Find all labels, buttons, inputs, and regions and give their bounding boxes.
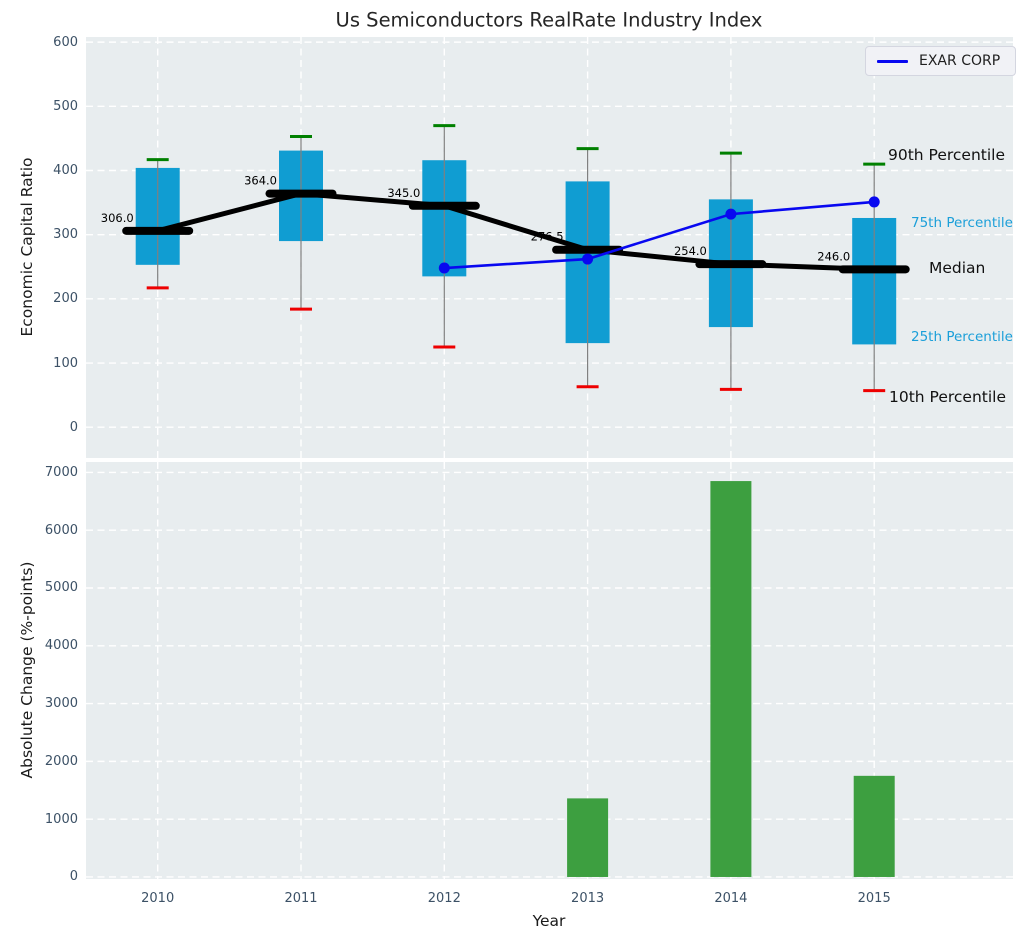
annotation-25th-percentile: 25th Percentile	[911, 328, 1013, 345]
median-value-label: 276.5	[531, 230, 564, 244]
x-tick-label: 2011	[284, 891, 318, 906]
legend-label: EXAR CORP	[919, 53, 1001, 69]
y-tick-label: 300	[53, 227, 78, 243]
y-tick-label: 4000	[44, 638, 78, 654]
exar-line	[444, 200, 875, 270]
x-tick-label: 2010	[141, 891, 175, 906]
x-tick-label: 2012	[427, 891, 461, 906]
bar-2013	[567, 798, 609, 877]
bar-2015	[853, 775, 895, 877]
exar-point	[438, 262, 450, 274]
y-tick-label: 600	[53, 34, 78, 50]
legend: EXAR CORP	[865, 46, 1016, 76]
bar-2014	[710, 481, 752, 877]
y-tick-label: 7000	[44, 464, 78, 480]
y-axis-label-top: Economic Capital Ratio	[18, 157, 36, 337]
y-tick-label: 3000	[44, 696, 78, 712]
annotation-10th-percentile: 10th Percentile	[889, 388, 1007, 407]
ax-bot-svg	[86, 462, 1013, 879]
bottom-plot-area	[86, 462, 1013, 879]
median-value-label: 364.0	[244, 174, 277, 188]
y-tick-label: 0	[69, 869, 78, 885]
x-tick-label: 2015	[857, 891, 891, 906]
annotation-90th-percentile: 90th Percentile	[888, 145, 1006, 164]
y-tick-label: 200	[53, 291, 78, 307]
exar-point	[725, 208, 737, 220]
y-tick-label: 100	[53, 355, 78, 371]
top-plot-area: 306.0 364.0 345.0 276.5 254.0 246.0	[86, 37, 1013, 458]
median-value-label: 254.0	[674, 244, 707, 258]
y-tick-label: 1000	[44, 811, 78, 827]
y-tick-label: 2000	[44, 753, 78, 769]
exar-point	[868, 196, 880, 208]
ax-top-svg: 306.0 364.0 345.0 276.5 254.0 246.0	[86, 37, 1013, 458]
y-tick-label: 500	[53, 98, 78, 114]
annotation-75th-percentile: 75th Percentile	[911, 215, 1013, 232]
median-value-label: 246.0	[817, 249, 850, 263]
median-value-label: 345.0	[387, 186, 420, 200]
x-tick-label: 2014	[714, 891, 748, 906]
y-tick-label: 6000	[44, 522, 78, 538]
y-tick-label: 5000	[44, 580, 78, 596]
median-line	[155, 191, 877, 272]
annotation-median: Median	[929, 258, 986, 277]
x-axis-label: Year	[532, 912, 566, 930]
x-tick-label: 2013	[571, 891, 605, 906]
y-tick-label: 0	[69, 419, 78, 435]
chart-title: Us Semiconductors RealRate Industry Inde…	[335, 8, 763, 32]
legend-line-sample	[877, 60, 908, 63]
exar-point	[582, 253, 594, 265]
y-tick-label: 400	[53, 162, 78, 178]
median-value-label: 306.0	[101, 211, 134, 225]
